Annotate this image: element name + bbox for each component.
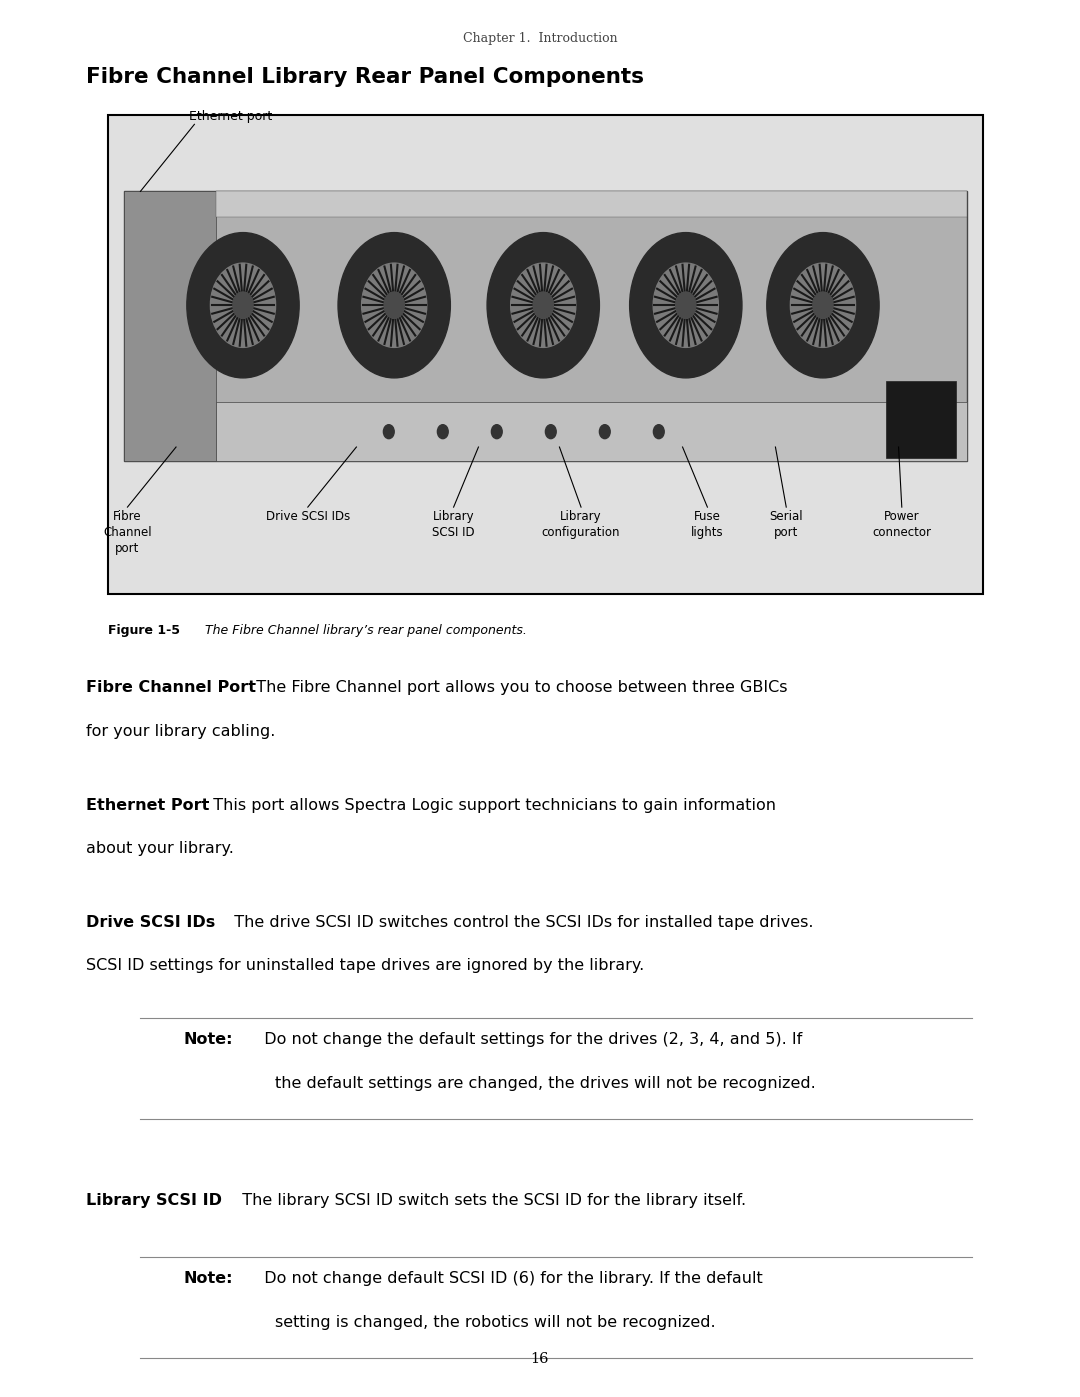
Circle shape: [653, 425, 664, 439]
Circle shape: [233, 292, 253, 319]
Text: Do not change the default settings for the drives (2, 3, 4, and 5). If: Do not change the default settings for t…: [254, 1032, 802, 1048]
Circle shape: [338, 233, 450, 379]
Circle shape: [362, 263, 427, 348]
Text: Fuse
lights: Fuse lights: [691, 510, 724, 539]
Circle shape: [767, 233, 879, 379]
FancyBboxPatch shape: [886, 381, 956, 458]
FancyBboxPatch shape: [108, 115, 983, 594]
Text: Chapter 1.  Introduction: Chapter 1. Introduction: [462, 32, 618, 45]
Text: Library
SCSI ID: Library SCSI ID: [432, 510, 475, 539]
Circle shape: [630, 233, 742, 379]
Circle shape: [791, 263, 855, 348]
Circle shape: [545, 425, 556, 439]
Text: Note:: Note:: [184, 1271, 233, 1287]
FancyBboxPatch shape: [124, 191, 967, 461]
Circle shape: [511, 263, 576, 348]
Circle shape: [384, 292, 404, 319]
Text: Do not change default SCSI ID (6) for the library. If the default: Do not change default SCSI ID (6) for th…: [254, 1271, 762, 1287]
Text: 16: 16: [530, 1352, 550, 1366]
Text: Ethernet port: Ethernet port: [189, 110, 272, 123]
Circle shape: [813, 292, 833, 319]
Circle shape: [534, 292, 553, 319]
Text: The Fibre Channel library’s rear panel components.: The Fibre Channel library’s rear panel c…: [197, 624, 526, 637]
Text: The drive SCSI ID switches control the SCSI IDs for installed tape drives.: The drive SCSI ID switches control the S…: [224, 915, 813, 930]
Circle shape: [491, 425, 502, 439]
FancyBboxPatch shape: [216, 191, 967, 217]
Circle shape: [211, 263, 275, 348]
FancyBboxPatch shape: [216, 402, 967, 461]
Text: the default settings are changed, the drives will not be recognized.: the default settings are changed, the dr…: [275, 1076, 816, 1091]
Text: Ethernet Port: Ethernet Port: [86, 798, 210, 813]
Text: Drive SCSI IDs: Drive SCSI IDs: [86, 915, 216, 930]
Text: Fibre
Channel
port: Fibre Channel port: [103, 510, 152, 555]
Text: Library SCSI ID: Library SCSI ID: [86, 1193, 222, 1208]
Text: for your library cabling.: for your library cabling.: [86, 724, 275, 739]
Text: Power
connector: Power connector: [873, 510, 931, 539]
Text: Fibre Channel Port: Fibre Channel Port: [86, 680, 256, 696]
Text: Drive SCSI IDs: Drive SCSI IDs: [266, 510, 350, 522]
Text: Fibre Channel Library Rear Panel Components: Fibre Channel Library Rear Panel Compone…: [86, 67, 645, 87]
Circle shape: [187, 233, 299, 379]
Text: Figure 1-5: Figure 1-5: [108, 624, 180, 637]
Text: about your library.: about your library.: [86, 841, 234, 856]
Text: The Fibre Channel port allows you to choose between three GBICs: The Fibre Channel port allows you to cho…: [246, 680, 787, 696]
Text: Serial
port: Serial port: [769, 510, 804, 539]
Circle shape: [487, 233, 599, 379]
Text: setting is changed, the robotics will not be recognized.: setting is changed, the robotics will no…: [275, 1315, 716, 1330]
Text: Note:: Note:: [184, 1032, 233, 1048]
Circle shape: [437, 425, 448, 439]
Circle shape: [383, 425, 394, 439]
Text: SCSI ID settings for uninstalled tape drives are ignored by the library.: SCSI ID settings for uninstalled tape dr…: [86, 958, 645, 974]
Circle shape: [599, 425, 610, 439]
Text: Library
configuration: Library configuration: [542, 510, 620, 539]
Circle shape: [653, 263, 718, 348]
Text: This port allows Spectra Logic support technicians to gain information: This port allows Spectra Logic support t…: [203, 798, 777, 813]
Text: The library SCSI ID switch sets the SCSI ID for the library itself.: The library SCSI ID switch sets the SCSI…: [232, 1193, 746, 1208]
FancyBboxPatch shape: [124, 191, 216, 461]
Circle shape: [676, 292, 696, 319]
